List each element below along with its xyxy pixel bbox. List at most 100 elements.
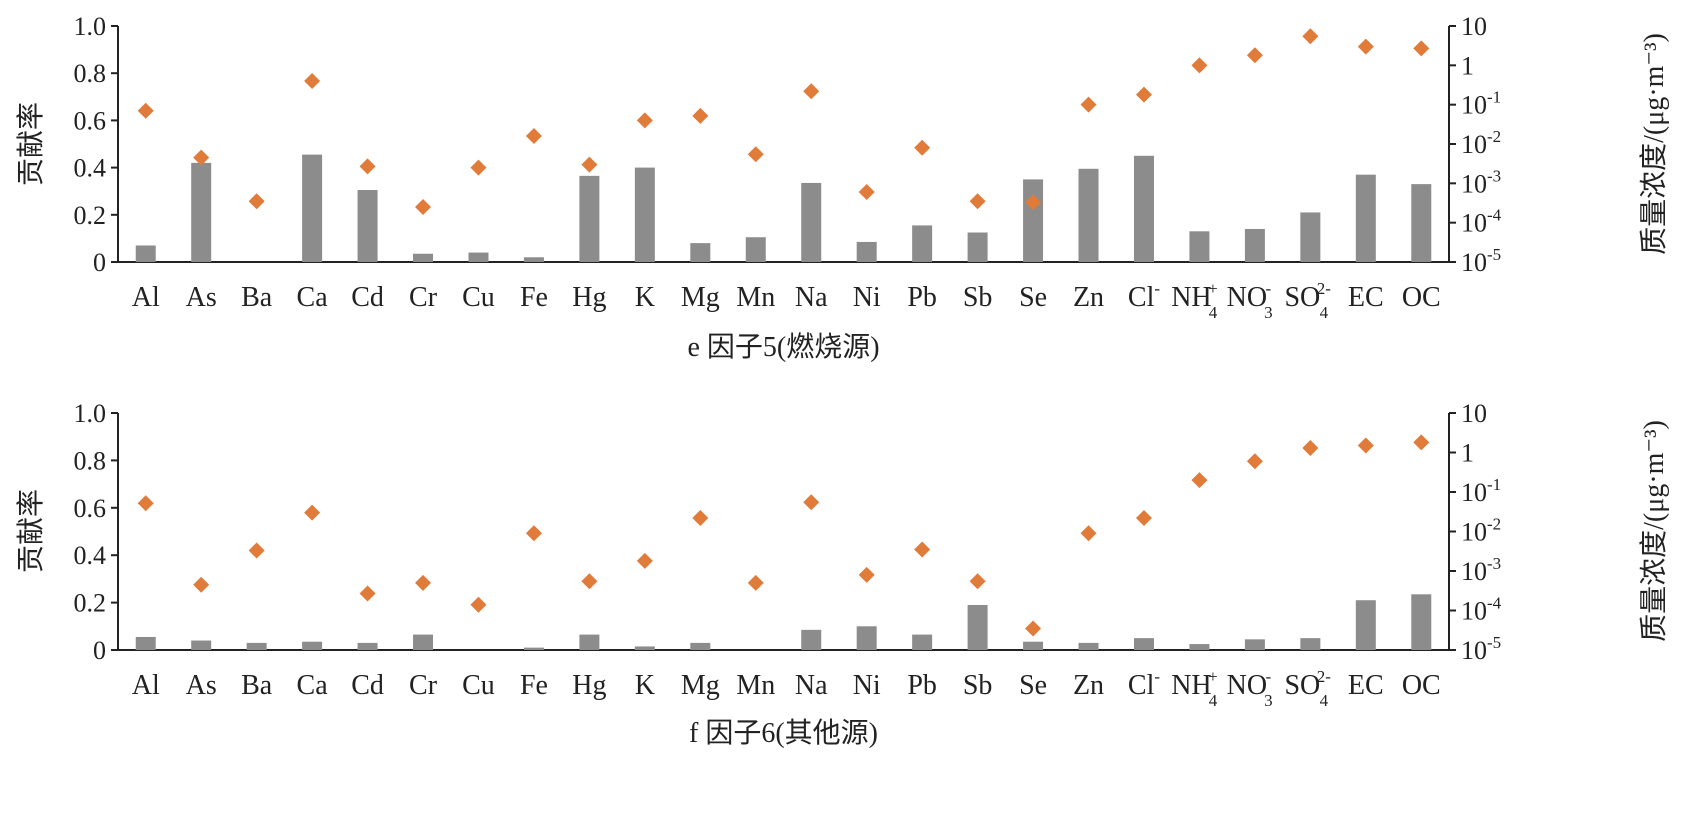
bar-cl — [1133, 155, 1154, 262]
chart-panel-1: 0 0.2 0.4 0.6 0.8 1.0 10-5 10-4 10-3 10-2 10-1 1 10 A… — [15, 12, 1670, 363]
marker-ca — [304, 72, 321, 89]
marker-cu — [470, 596, 487, 613]
marker-oc — [1413, 40, 1430, 57]
x-tick-label: EC — [1348, 670, 1384, 701]
x-tick-label: SO2-4 — [1284, 279, 1331, 322]
x-tick-label: SO2-4 — [1284, 667, 1331, 710]
bar-zn — [1078, 168, 1099, 262]
y2-tick-label: 10-3 — [1461, 554, 1501, 586]
bar-na — [801, 182, 822, 262]
bar-al — [135, 636, 156, 650]
x-tick-label: OC — [1402, 670, 1441, 701]
bar-cd — [357, 642, 378, 650]
x-tick-label: Fe — [520, 670, 548, 701]
bar-as — [191, 162, 212, 262]
marker-cd — [359, 585, 376, 602]
marker-fe — [525, 525, 542, 542]
bar-hg — [579, 175, 600, 262]
x-tick-label: NO-3 — [1227, 279, 1273, 322]
x-tick-label: EC — [1348, 282, 1384, 313]
x-tick-label: Cr — [409, 282, 438, 313]
bar-nh — [1189, 644, 1210, 650]
marker-so — [1302, 28, 1319, 45]
bar-ec — [1355, 600, 1376, 650]
marker-zn — [1080, 525, 1097, 542]
marker-ec — [1357, 437, 1374, 454]
marker-oc — [1413, 434, 1430, 451]
marker-as — [193, 576, 210, 593]
bar-oc — [1411, 184, 1432, 262]
x-tick-label: Sb — [963, 282, 993, 313]
x-tick-label: Mn — [736, 282, 775, 313]
bar-sb — [967, 604, 988, 650]
bar-fe — [523, 647, 544, 650]
x-tick-label: Mg — [681, 670, 720, 701]
y-tick-label: 0 — [93, 636, 106, 665]
bar-se — [1023, 179, 1044, 262]
marker-ba — [248, 193, 265, 210]
marker-cr — [415, 574, 432, 591]
bar-cu — [468, 252, 489, 262]
x-tick-label: Se — [1019, 282, 1047, 313]
x-tick-label: Se — [1019, 670, 1047, 701]
marker-cu — [470, 159, 487, 176]
x-tick-label: Sb — [963, 670, 993, 701]
y-tick-label: 0.4 — [74, 154, 107, 183]
x-tick-label: Pb — [907, 670, 937, 701]
y-tick-label: 0.2 — [74, 201, 107, 230]
x-tick-label: Hg — [572, 282, 606, 313]
bar-se — [1023, 641, 1044, 650]
bar-mg — [690, 243, 711, 262]
y-tick-label: 0.4 — [74, 541, 107, 570]
y2-tick-label: 10-4 — [1461, 206, 1502, 238]
x-tick-label: Zn — [1073, 282, 1104, 313]
marker-cr — [415, 199, 432, 216]
y2-tick-label: 10-2 — [1461, 127, 1501, 159]
marker-cd — [359, 158, 376, 175]
marker-mg — [692, 107, 709, 124]
marker-al — [137, 102, 154, 119]
marker-pb — [914, 139, 931, 156]
marker-se — [1025, 194, 1042, 211]
y2-axis-title: 质量浓度/(μg·m⁻³) — [1638, 420, 1670, 642]
x-tick-label: Cr — [409, 670, 438, 701]
y-tick-label: 0.8 — [74, 59, 107, 88]
x-tick-label: Cd — [351, 670, 384, 701]
x-tick-label: K — [635, 670, 655, 701]
marker-sb — [969, 573, 986, 590]
bar-ca — [302, 641, 323, 650]
bar-cd — [357, 190, 378, 262]
x-tick-label: NH+ 4 — [1171, 279, 1218, 322]
marker-na — [803, 494, 820, 511]
y2-axis-title: 质量浓度/(μg·m⁻³) — [1638, 33, 1670, 255]
x-tick-label: Ba — [241, 282, 273, 313]
y2-tick-label: 10-5 — [1461, 245, 1501, 277]
x-tick-label: As — [186, 670, 217, 701]
panel-caption: e 因子5(燃烧源) — [687, 331, 879, 363]
bar-na — [801, 629, 822, 650]
marker-hg — [581, 573, 598, 590]
x-tick-label: Cu — [462, 670, 495, 701]
bar-fe — [523, 257, 544, 262]
marker-nh — [1191, 472, 1208, 489]
marker-na — [803, 83, 820, 100]
x-tick-label: Na — [795, 282, 828, 313]
y-tick-label: 0.2 — [74, 589, 107, 618]
bar-ec — [1355, 174, 1376, 262]
x-tick-label: Zn — [1073, 670, 1104, 701]
marker-mg — [692, 509, 709, 526]
bar-mg — [690, 642, 711, 650]
y2-tick-label: 1 — [1461, 51, 1474, 80]
bar-sb — [967, 232, 988, 262]
x-tick-label: Cd — [351, 282, 384, 313]
x-tick-label: Ca — [297, 282, 329, 313]
x-tick-label: NO-3 — [1227, 667, 1273, 710]
y-tick-label: 0 — [93, 248, 106, 277]
y-tick-label: 0.8 — [74, 446, 107, 475]
bar-so — [1300, 638, 1321, 650]
y2-tick-label: 10-4 — [1461, 594, 1502, 626]
marker-mn — [747, 574, 764, 591]
marker-al — [137, 495, 154, 512]
bar-ni — [856, 626, 877, 650]
